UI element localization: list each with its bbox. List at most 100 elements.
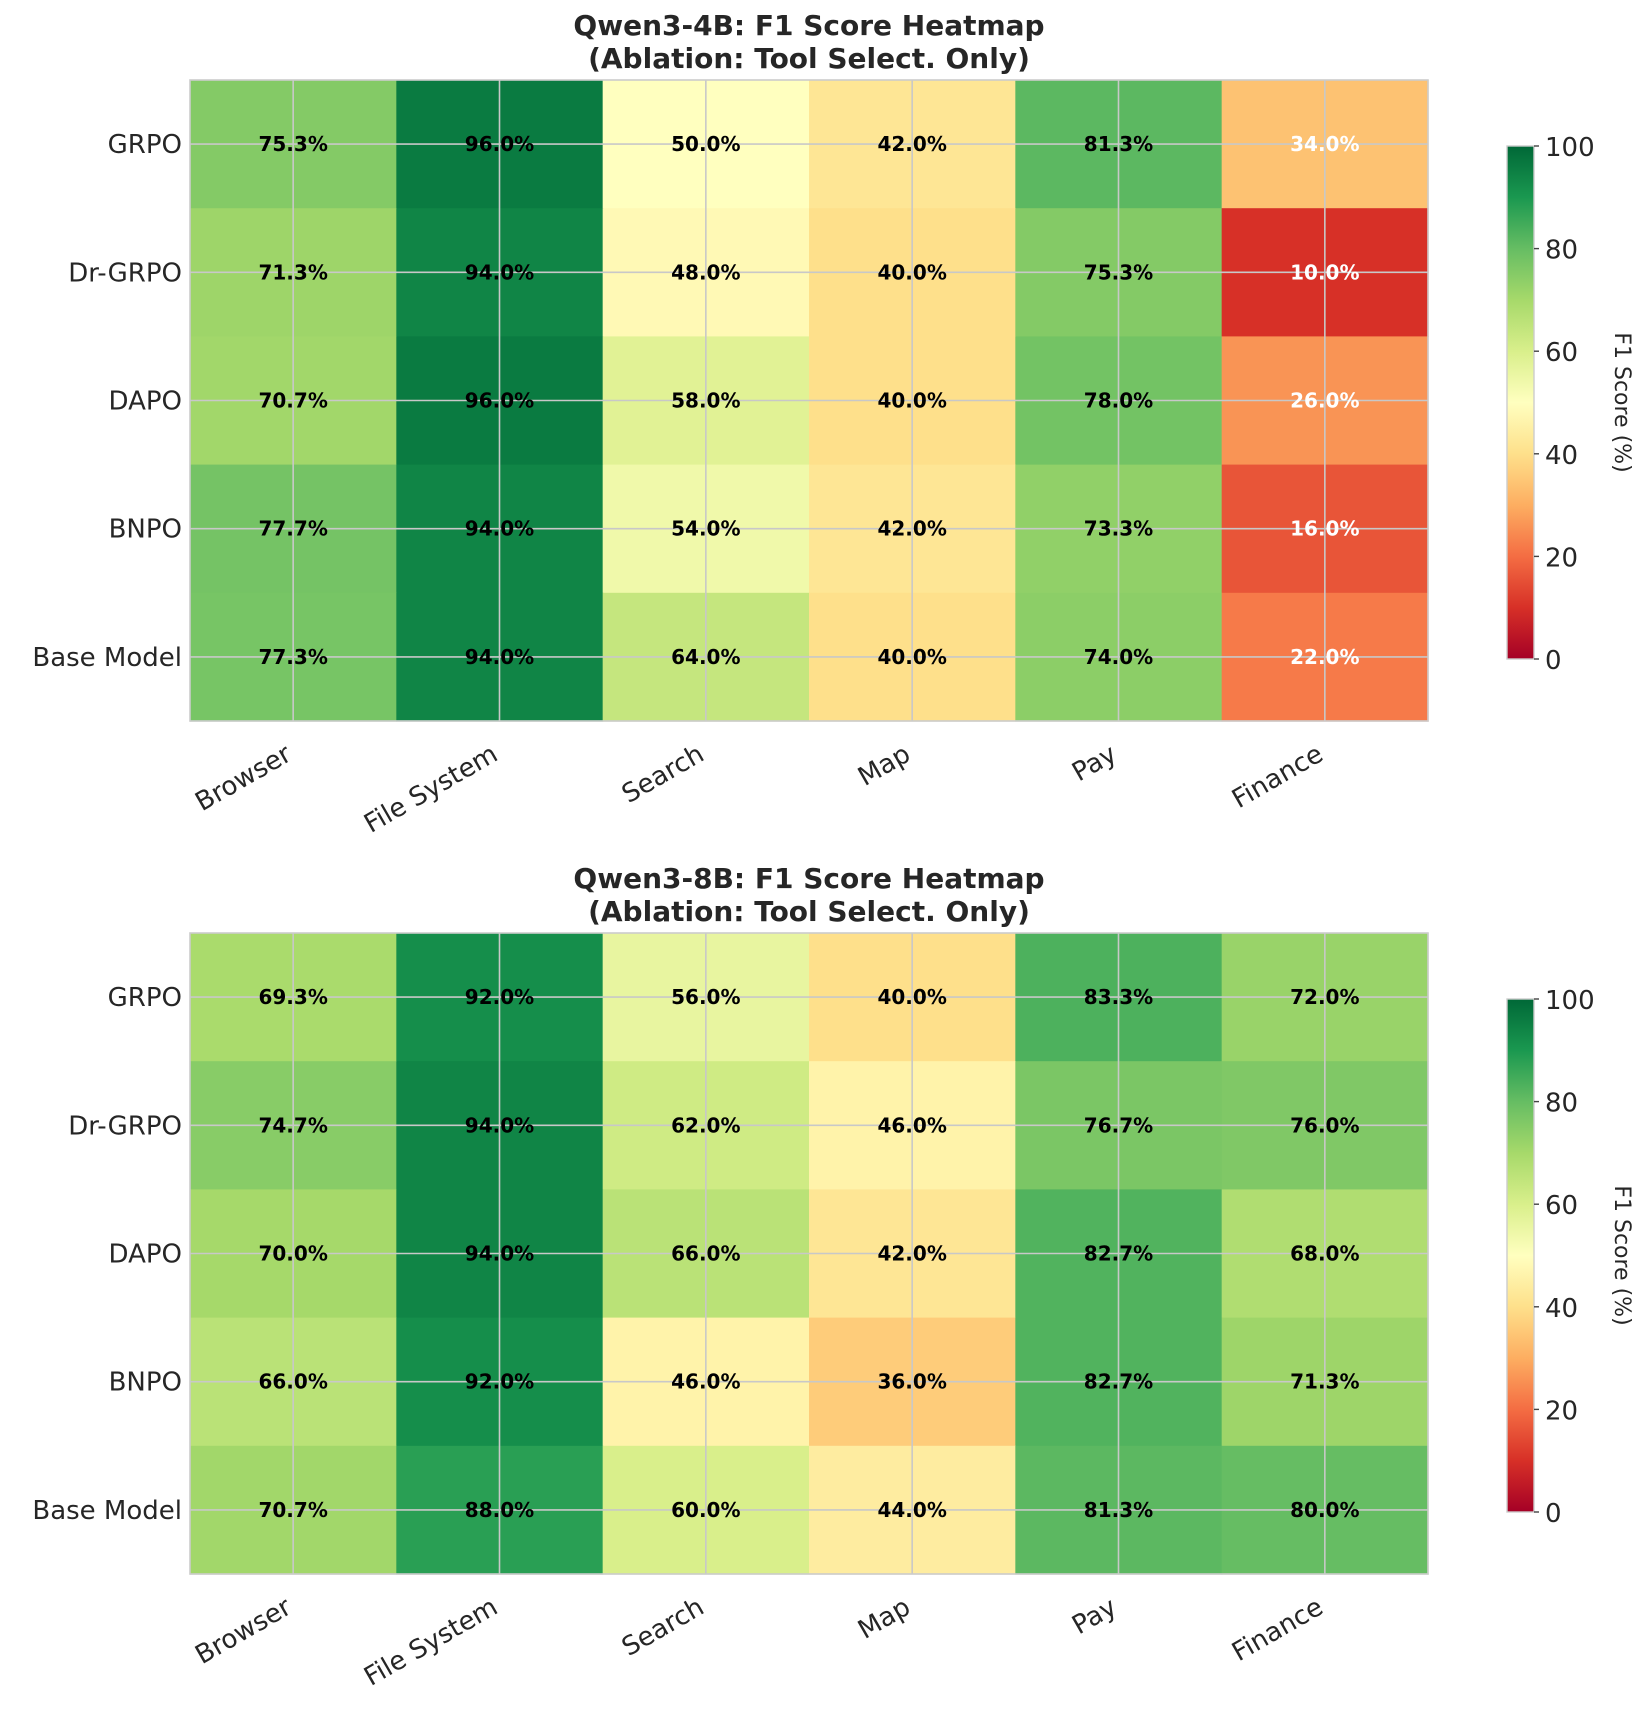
cell-value-label: 94.0% xyxy=(465,645,534,669)
cell-value-label: 75.3% xyxy=(1084,260,1153,284)
column-label: Browser xyxy=(190,739,297,818)
cell-value-label: 83.3% xyxy=(1084,985,1153,1009)
row-label: Base Model xyxy=(32,643,182,673)
cell-value-label: 36.0% xyxy=(877,1370,946,1394)
colorbar-tick-label: 80 xyxy=(1545,236,1578,266)
cell-value-label: 88.0% xyxy=(465,1498,534,1522)
colorbar-tick-label: 20 xyxy=(1545,543,1578,573)
cell-value-label: 42.0% xyxy=(877,1242,946,1266)
cell-value-label: 34.0% xyxy=(1290,132,1359,156)
column-label: Finance xyxy=(1227,739,1328,815)
cell-value-label: 26.0% xyxy=(1290,389,1359,413)
chart-title-line1: Qwen3-4B: F1 Score Heatmap xyxy=(573,9,1044,42)
cell-value-label: 60.0% xyxy=(671,1498,740,1522)
colorbar-label: F1 Score (%) xyxy=(1609,1185,1634,1325)
cell-value-label: 46.0% xyxy=(671,1370,740,1394)
cell-value-label: 46.0% xyxy=(877,1113,946,1137)
cell-value-label: 96.0% xyxy=(465,389,534,413)
colorbar xyxy=(1506,998,1535,1513)
row-label: BNPO xyxy=(109,515,182,545)
cell-value-label: 42.0% xyxy=(877,132,946,156)
colorbar-tick-label: 60 xyxy=(1545,338,1578,368)
column-label: Pay xyxy=(1067,1592,1122,1641)
colorbar-tick-label: 80 xyxy=(1545,1089,1578,1119)
heatmap-frame xyxy=(189,932,1429,1575)
cell-value-label: 76.7% xyxy=(1084,1113,1153,1137)
cell-value-label: 72.0% xyxy=(1290,985,1359,1009)
cell-value-label: 58.0% xyxy=(671,389,740,413)
row-label: DAPO xyxy=(109,1240,183,1270)
cell-value-label: 16.0% xyxy=(1290,517,1359,541)
cell-value-label: 80.0% xyxy=(1290,1498,1359,1522)
cell-value-label: 94.0% xyxy=(465,1113,534,1137)
cell-value-label: 78.0% xyxy=(1084,389,1153,413)
colorbar-label: F1 Score (%) xyxy=(1609,332,1634,472)
cell-value-label: 10.0% xyxy=(1290,260,1359,284)
cell-value-label: 22.0% xyxy=(1290,645,1359,669)
cell-value-label: 40.0% xyxy=(877,260,946,284)
cell-value-label: 70.0% xyxy=(258,1242,327,1266)
heatmap-frame xyxy=(189,79,1429,722)
column-label: File System xyxy=(359,1592,503,1692)
colorbar-tick-label: 40 xyxy=(1545,1294,1578,1324)
cell-value-label: 81.3% xyxy=(1084,1498,1153,1522)
cell-value-label: 40.0% xyxy=(877,985,946,1009)
row-label: Dr-GRPO xyxy=(68,258,182,288)
colorbar-tick-label: 20 xyxy=(1545,1396,1578,1426)
column-label: Search xyxy=(617,1592,709,1663)
cell-value-label: 42.0% xyxy=(877,517,946,541)
cell-value-label: 54.0% xyxy=(671,517,740,541)
column-label: File System xyxy=(359,739,503,839)
cell-value-label: 76.0% xyxy=(1290,1113,1359,1137)
row-label: BNPO xyxy=(109,1368,182,1398)
cell-value-label: 50.0% xyxy=(671,132,740,156)
row-label: GRPO xyxy=(108,130,182,160)
colorbar-tick-label: 100 xyxy=(1545,986,1595,1016)
chart-title-line1: Qwen3-8B: F1 Score Heatmap xyxy=(573,862,1044,895)
column-label: Search xyxy=(617,739,709,810)
colorbar xyxy=(1506,145,1535,660)
chart-title-line2: (Ablation: Tool Select. Only) xyxy=(588,42,1030,75)
cell-value-label: 48.0% xyxy=(671,260,740,284)
column-label: Pay xyxy=(1067,739,1122,788)
cell-value-label: 73.3% xyxy=(1084,517,1153,541)
cell-value-label: 68.0% xyxy=(1290,1242,1359,1266)
column-label: Map xyxy=(853,1592,916,1645)
cell-value-label: 74.0% xyxy=(1084,645,1153,669)
colorbar-tick-label: 40 xyxy=(1545,441,1578,471)
column-label: Browser xyxy=(190,1592,297,1671)
cell-value-label: 82.7% xyxy=(1084,1370,1153,1394)
cell-value-label: 64.0% xyxy=(671,645,740,669)
cell-value-label: 92.0% xyxy=(465,1370,534,1394)
cell-value-label: 77.7% xyxy=(258,517,327,541)
cell-value-label: 62.0% xyxy=(671,1113,740,1137)
cell-value-label: 75.3% xyxy=(258,132,327,156)
colorbar-tick-label: 60 xyxy=(1545,1191,1578,1221)
cell-value-label: 40.0% xyxy=(877,645,946,669)
column-label: Finance xyxy=(1227,1592,1328,1668)
column-label: Map xyxy=(853,739,916,792)
cell-value-label: 94.0% xyxy=(465,517,534,541)
cell-value-label: 71.3% xyxy=(1290,1370,1359,1394)
row-label: DAPO xyxy=(109,387,183,417)
cell-value-label: 40.0% xyxy=(877,389,946,413)
row-label: Base Model xyxy=(32,1496,182,1526)
row-label: GRPO xyxy=(108,983,182,1013)
cell-value-label: 70.7% xyxy=(258,389,327,413)
cell-value-label: 77.3% xyxy=(258,645,327,669)
row-label: Dr-GRPO xyxy=(68,1111,182,1141)
cell-value-label: 66.0% xyxy=(671,1242,740,1266)
cell-value-label: 66.0% xyxy=(258,1370,327,1394)
cell-value-label: 71.3% xyxy=(258,260,327,284)
cell-value-label: 94.0% xyxy=(465,1242,534,1266)
cell-value-label: 81.3% xyxy=(1084,132,1153,156)
cell-value-label: 70.7% xyxy=(258,1498,327,1522)
cell-value-label: 96.0% xyxy=(465,132,534,156)
colorbar-tick-label: 0 xyxy=(1545,646,1562,676)
cell-value-label: 94.0% xyxy=(465,260,534,284)
chart-title-line2: (Ablation: Tool Select. Only) xyxy=(588,895,1030,928)
cell-value-label: 69.3% xyxy=(258,985,327,1009)
cell-value-label: 92.0% xyxy=(465,985,534,1009)
